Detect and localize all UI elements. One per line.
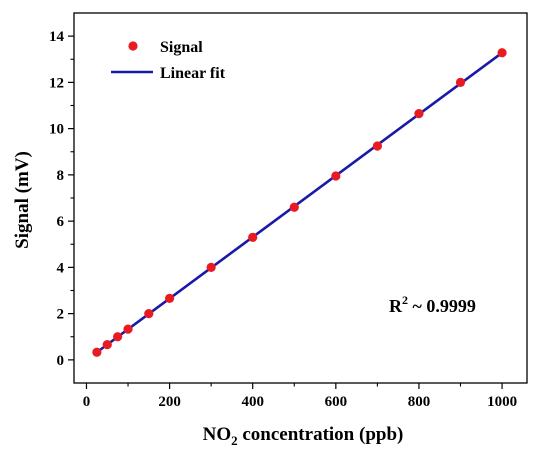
signal-point: [123, 324, 133, 334]
x-axis-title-main: NO: [203, 424, 232, 445]
signal-point: [102, 340, 112, 350]
y-tick-label: 6: [57, 214, 65, 230]
fit-layer: [96, 51, 503, 354]
signal-point: [289, 202, 299, 212]
r-squared-sup: 2: [402, 293, 408, 307]
x-tick-label: 1000: [487, 394, 517, 410]
signal-point: [372, 141, 382, 151]
signal-point: [248, 232, 258, 242]
points-layer: [92, 48, 507, 357]
plot-frame: [73, 12, 528, 384]
y-tick-label: 14: [49, 29, 65, 45]
y-tick-label: 12: [49, 75, 64, 91]
tick-layer: 0 200 400 600 800 1000 0 2 4 6 8 10 12 14: [49, 29, 517, 410]
legend-label-fit: Linear fit: [160, 65, 226, 82]
linear-fit-line: [96, 51, 503, 354]
signal-point: [92, 347, 102, 357]
signal-point: [144, 309, 154, 319]
x-tick-label: 800: [408, 394, 431, 410]
legend-marker-signal: [128, 41, 138, 51]
x-axis-title: NO2 concentration (ppb): [203, 424, 404, 448]
y-tick-label: 10: [49, 122, 64, 138]
y-tick-label: 8: [57, 168, 65, 184]
x-axis-title-rest: concentration (ppb): [238, 424, 404, 445]
x-tick-label: 600: [325, 394, 348, 410]
signal-point: [206, 262, 216, 272]
r-squared-main: R: [389, 296, 403, 316]
signal-point: [414, 108, 424, 119]
y-tick-label: 2: [57, 307, 65, 323]
x-axis-title-sub: 2: [231, 433, 238, 448]
signal-point: [113, 332, 123, 342]
signal-point: [331, 171, 341, 181]
signal-point: [455, 77, 466, 87]
signal-point: [164, 293, 175, 303]
x-tick-label: 200: [158, 394, 181, 410]
x-tick-label: 0: [83, 394, 91, 410]
y-tick-label: 0: [57, 353, 65, 369]
y-axis-title: Signal (mV): [12, 151, 33, 249]
signal-point: [497, 48, 507, 58]
legend-label-signal: Signal: [160, 39, 203, 56]
r-squared-value: ~ 0.9999: [408, 296, 476, 316]
r-squared-annotation: R2 ~ 0.9999: [389, 293, 476, 316]
legend: Signal Linear fit: [111, 39, 226, 82]
x-tick-label: 400: [241, 394, 264, 410]
y-tick-label: 4: [57, 260, 65, 276]
